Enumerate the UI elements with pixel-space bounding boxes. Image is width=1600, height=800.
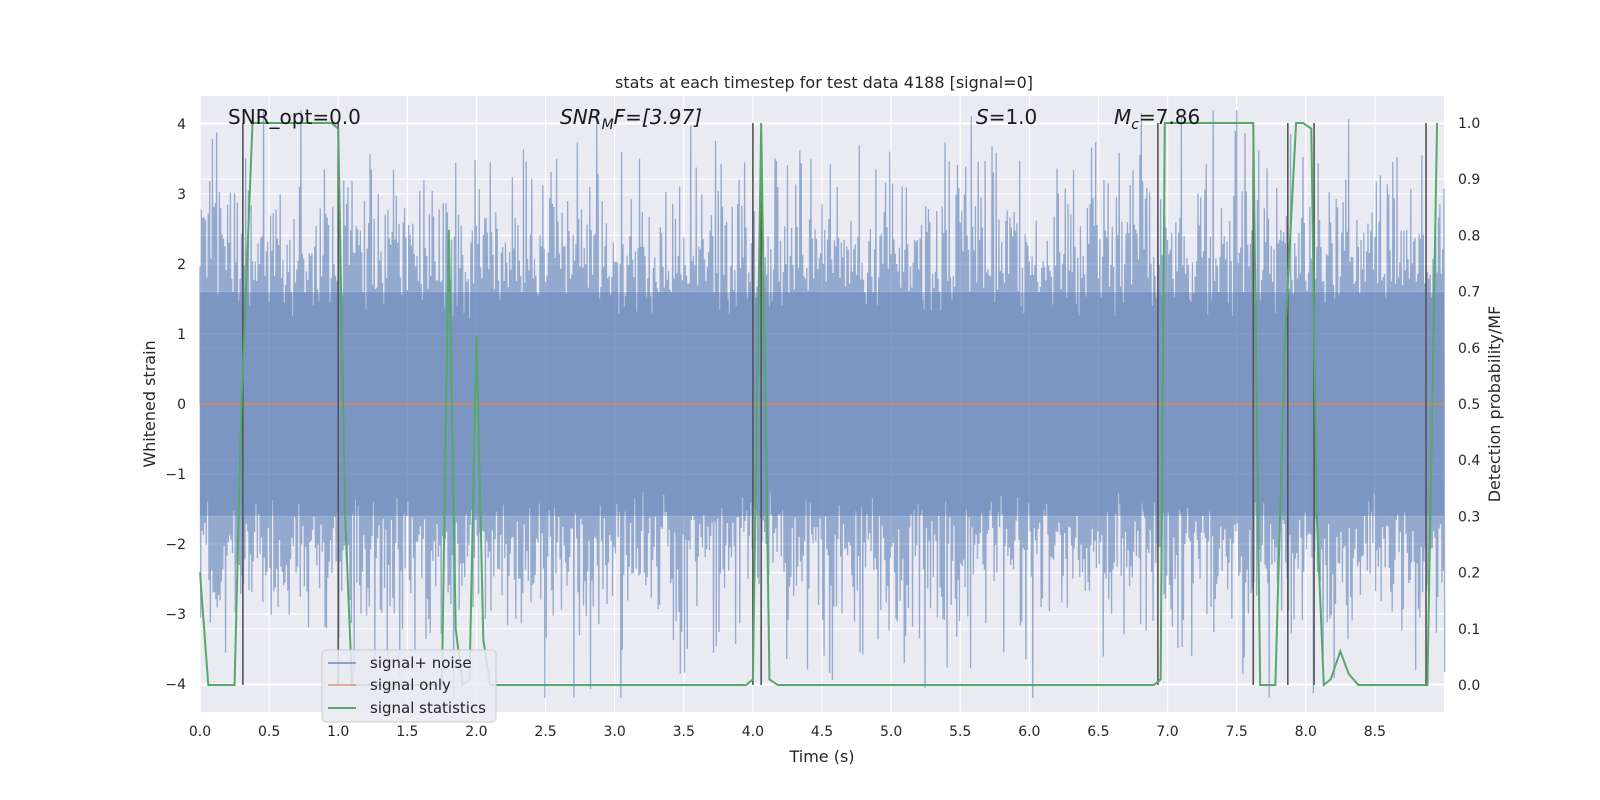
y-axis-right-label: Detection probability/MF xyxy=(1485,306,1504,503)
y-axis-ticks: 4 3 2 1 0 −1 −2 −3 −4 xyxy=(165,117,186,693)
x-tick-label: 1.0 xyxy=(327,724,349,740)
annotation-snr-mf: SNRMF=[3.97] xyxy=(560,105,702,133)
noise-trace xyxy=(199,109,1446,699)
y-right-tick-label: 0.3 xyxy=(1458,509,1480,525)
annotation-mc: Mc=7.86 xyxy=(1114,105,1200,133)
y-right-tick-label: 0.0 xyxy=(1458,678,1480,694)
legend: signal+ noise signal only signal statist… xyxy=(321,649,497,723)
y-axis-label: Whitened strain xyxy=(140,340,159,467)
x-tick-label: 7.5 xyxy=(1226,724,1248,740)
annotation-snr-opt: SNR_opt=0.0 xyxy=(228,105,361,129)
annotation-s-main: S xyxy=(976,105,989,129)
annotation-snr-mf-sub: M xyxy=(602,117,614,133)
x-tick-label: 4.0 xyxy=(742,724,764,740)
y-right-tick-label: 0.4 xyxy=(1458,453,1480,469)
x-tick-label: 0.0 xyxy=(189,724,211,740)
y-tick-label: 4 xyxy=(177,117,186,133)
annotation-s-rest: =1.0 xyxy=(989,105,1038,129)
x-tick-label: 6.5 xyxy=(1087,724,1109,740)
x-tick-label: 2.0 xyxy=(465,724,487,740)
x-tick-label: 8.5 xyxy=(1364,724,1386,740)
y-right-tick-label: 0.7 xyxy=(1458,285,1480,301)
legend-label-signal: signal only xyxy=(370,676,451,694)
chart-title: stats at each timestep for test data 418… xyxy=(615,73,1033,92)
y-right-tick-label: 0.2 xyxy=(1458,566,1480,582)
x-tick-label: 5.0 xyxy=(880,724,902,740)
legend-label-stats: signal statistics xyxy=(370,699,486,717)
signal-statistics-line xyxy=(199,121,1439,688)
y-tick-label: 0 xyxy=(177,397,186,413)
y-right-tick-label: 0.8 xyxy=(1458,228,1480,244)
x-tick-label: 3.5 xyxy=(673,724,695,740)
y-tick-label: 3 xyxy=(177,187,186,203)
annotation-snr-mf-rest: F=[3.97] xyxy=(614,105,702,129)
annotation-mc-rest: =7.86 xyxy=(1139,105,1200,129)
y-right-tick-label: 0.6 xyxy=(1458,341,1480,357)
y-axis-right-ticks: 1.0 0.9 0.8 0.7 0.6 0.5 0.4 0.3 0.2 0.1 0.0 xyxy=(1458,116,1480,694)
y-tick-label: 2 xyxy=(177,257,186,273)
x-axis-ticks: 0.0 0.5 1.0 1.5 2.0 2.5 3.0 3.5 4.0 4.5 5.0 5.5 6.0 6… xyxy=(189,724,1386,740)
y-tick-label: −1 xyxy=(165,467,186,483)
x-axis-label: Time (s) xyxy=(788,747,854,766)
vertical-markers xyxy=(242,122,1427,686)
legend-box xyxy=(321,649,497,723)
x-tick-label: 6.0 xyxy=(1018,724,1040,740)
x-tick-label: 2.5 xyxy=(534,724,556,740)
y-tick-label: 1 xyxy=(177,327,186,343)
y-tick-label: −4 xyxy=(165,677,186,693)
x-tick-label: 5.5 xyxy=(949,724,971,740)
x-tick-label: 3.0 xyxy=(604,724,626,740)
annotation-mc-sub: c xyxy=(1131,117,1139,133)
annotation-mc-main: M xyxy=(1114,105,1131,129)
x-tick-label: 8.0 xyxy=(1295,724,1317,740)
x-tick-label: 7.0 xyxy=(1156,724,1178,740)
y-tick-label: −3 xyxy=(165,607,186,623)
annotation-s: S=1.0 xyxy=(976,105,1037,129)
x-tick-label: 1.5 xyxy=(396,724,418,740)
y-right-tick-label: 1.0 xyxy=(1458,116,1480,132)
x-tick-label: 4.5 xyxy=(811,724,833,740)
y-right-tick-label: 0.5 xyxy=(1458,397,1480,413)
legend-label-noise: signal+ noise xyxy=(370,654,472,672)
y-tick-label: −2 xyxy=(165,537,186,553)
x-tick-label: 0.5 xyxy=(258,724,280,740)
y-right-tick-label: 0.1 xyxy=(1458,622,1480,638)
y-right-tick-label: 0.9 xyxy=(1458,172,1480,188)
annotation-snr-mf-main: SNR xyxy=(560,105,602,129)
